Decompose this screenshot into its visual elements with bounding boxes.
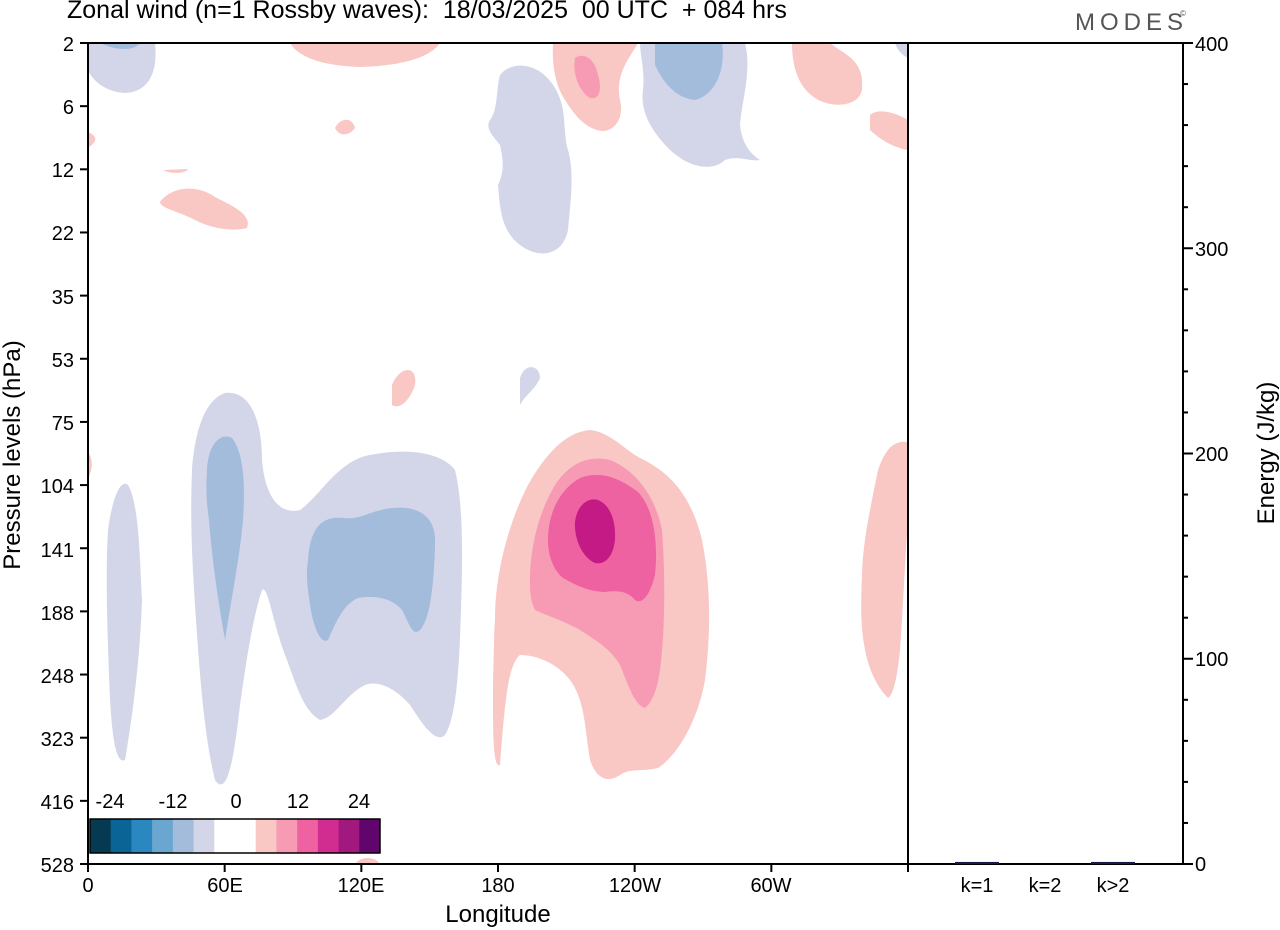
- energy-bars: [955, 861, 1135, 864]
- legend-swatch: [131, 819, 153, 853]
- x-tick-label: 180: [481, 875, 514, 897]
- y-tick-label: 12: [52, 160, 74, 182]
- contour-pos-small-3: [160, 188, 248, 230]
- legend-swatch: [110, 819, 132, 853]
- brand-mark: ©: [1180, 9, 1186, 18]
- legend-swatch: [172, 819, 195, 853]
- legend-swatch: [193, 819, 215, 853]
- legend-label-0: -24: [96, 791, 125, 813]
- x-tick-label: 60W: [750, 875, 791, 897]
- chart-title: Zonal wind (n=1 Rossby waves): 18/03/202…: [67, 0, 787, 24]
- y-tick-label: 416: [41, 792, 74, 814]
- contour-field: [88, 43, 908, 864]
- y-tick-label: 528: [41, 855, 74, 877]
- contour-pos-upper-central-core: [574, 55, 601, 99]
- contour-neg-topleft-core: [100, 43, 140, 50]
- contour-neg-topleft: [88, 43, 156, 93]
- contour-neg-small-mid: [520, 367, 540, 405]
- contour-pos-main-peak: [574, 499, 616, 564]
- contour-neg-core-west: [206, 436, 244, 640]
- y-tick-label: 323: [41, 729, 74, 751]
- x-axis: 0 60E 120E 180 120W 60W: [82, 864, 909, 897]
- y-tick-label: 6: [63, 97, 74, 119]
- legend-swatch: [359, 819, 381, 853]
- contour-pos-right-column: [861, 441, 908, 698]
- energy-category-label: k>2: [1097, 875, 1130, 897]
- energy-panel: 400 300 200 100 0 k=1 k=2 k>2 Energy (J/…: [908, 34, 1280, 897]
- legend-label-2: 0: [230, 791, 241, 813]
- y-tick-label: 2: [63, 34, 74, 56]
- contour-pos-leftedge: [88, 132, 96, 148]
- x-tick-label: 0: [82, 875, 93, 897]
- energy-tick-label: 400: [1195, 34, 1228, 56]
- legend-labels: -24 -12 0 12 24: [96, 791, 371, 813]
- y-tick-label: 248: [41, 666, 74, 688]
- y-axis-label: Pressure levels (hPa): [0, 340, 26, 569]
- x-axis-label: Longitude: [445, 901, 550, 928]
- energy-category-label: k=1: [961, 875, 994, 897]
- contour-neg-left-column: [106, 483, 142, 761]
- energy-axis-label: Energy (J/kg): [1253, 382, 1280, 525]
- energy-tick-label: 300: [1195, 239, 1228, 261]
- contour-pos-small-2: [163, 169, 188, 173]
- energy-category-label: k=2: [1029, 875, 1062, 897]
- legend-frame: [89, 818, 381, 854]
- legend-swatch: [214, 819, 236, 853]
- contour-neg-upper-central: [488, 65, 572, 254]
- y-tick-label: 22: [52, 223, 74, 245]
- y-axis-left: 2 6 12 22 35 53 75 104 141 188 248 323 4…: [41, 34, 88, 877]
- contour-pos-small-mid: [392, 370, 416, 407]
- contour-pos-small-1: [335, 119, 355, 135]
- y-tick-label: 75: [52, 413, 74, 435]
- y-tick-label: 35: [52, 287, 74, 309]
- legend-swatch: [317, 819, 340, 853]
- legend-swatch: [255, 819, 277, 853]
- y-tick-label: 141: [41, 540, 74, 562]
- legend-label-1: -12: [159, 791, 188, 813]
- legend-swatch: [90, 819, 112, 853]
- contour-neg-upper-right-core: [655, 43, 723, 100]
- contour-pos-upper-edge: [870, 111, 908, 150]
- contour-neg-corner: [895, 43, 908, 58]
- contour-pos-upper-band: [290, 43, 440, 67]
- contour-pos-bottom: [355, 858, 380, 864]
- energy-tick-label: 0: [1195, 854, 1206, 876]
- legend-colorbar: [89, 818, 381, 854]
- x-tick-label: 120W: [609, 875, 661, 897]
- brand-logo: MODES: [1074, 9, 1188, 36]
- energy-ticks: [1183, 42, 1193, 865]
- y-tick-label: 188: [41, 603, 74, 625]
- legend-swatch: [276, 819, 298, 853]
- legend-swatch: [152, 819, 174, 853]
- legend-label-3: 12: [287, 791, 309, 813]
- energy-tick-label: 100: [1195, 649, 1228, 671]
- energy-bar: [955, 861, 999, 864]
- contour-pos-upper-far: [792, 43, 863, 105]
- contour-neg-core-east: [306, 507, 436, 641]
- legend-swatch: [338, 819, 360, 853]
- x-tick-label: 120E: [338, 875, 385, 897]
- y-tick-label: 104: [41, 476, 74, 498]
- legend-swatch: [297, 819, 319, 853]
- y-tick-label: 53: [52, 350, 74, 372]
- energy-bar: [1091, 861, 1135, 864]
- legend-label-4: 24: [348, 791, 370, 813]
- legend-swatch: [235, 819, 257, 853]
- energy-tick-label: 200: [1195, 444, 1228, 466]
- x-tick-label: 60E: [207, 875, 243, 897]
